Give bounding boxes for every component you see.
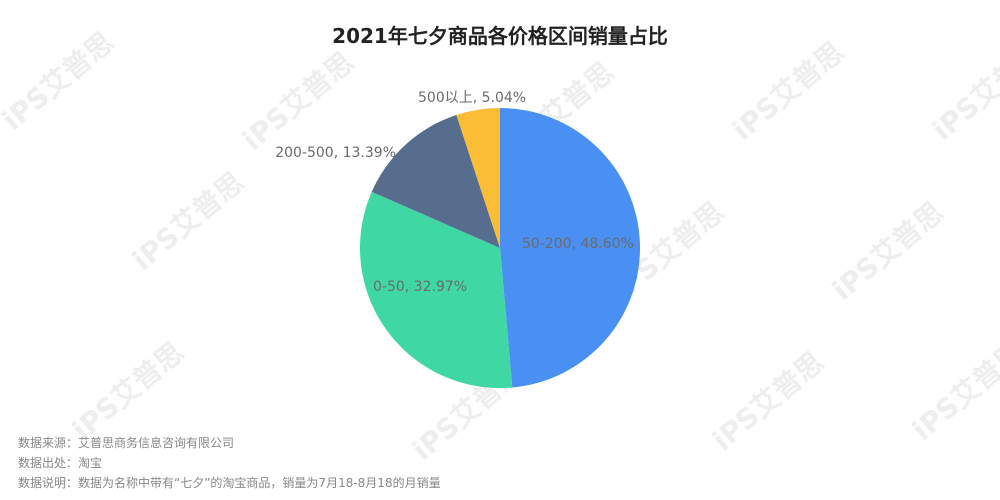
pie-label-200-500: 200-500, 13.39%	[275, 145, 396, 161]
pie-labels: 50-200, 48.60% 0-50, 32.97% 200-500, 13.39…	[275, 90, 634, 295]
chart-title: 2021年七夕商品各价格区间销量占比	[332, 24, 668, 48]
pie-label-50-200: 50-200, 48.60%	[522, 236, 634, 252]
footnote-note: 数据说明：数据为名称中带有“七夕”的淘宝商品，销量为7月18-8月18的月销量	[18, 476, 441, 490]
pie-label-0-50: 0-50, 32.97%	[373, 279, 467, 295]
pie-slice-0-50	[359, 191, 513, 388]
footnotes: 数据来源：艾普思商务信息咨询有限公司 数据出处：淘宝 数据说明：数据为名称中带有…	[18, 433, 441, 493]
pie-slice-500以上	[456, 108, 500, 248]
footnote-source: 数据来源：艾普思商务信息咨询有限公司	[18, 436, 235, 450]
pie-slice-50-200	[500, 108, 640, 388]
footnote-origin: 数据出处：淘宝	[18, 456, 103, 470]
pie-slices	[359, 108, 640, 388]
pie-slice-200-500	[371, 114, 500, 248]
pie-label-500以上: 500以上, 5.04%	[418, 90, 526, 106]
